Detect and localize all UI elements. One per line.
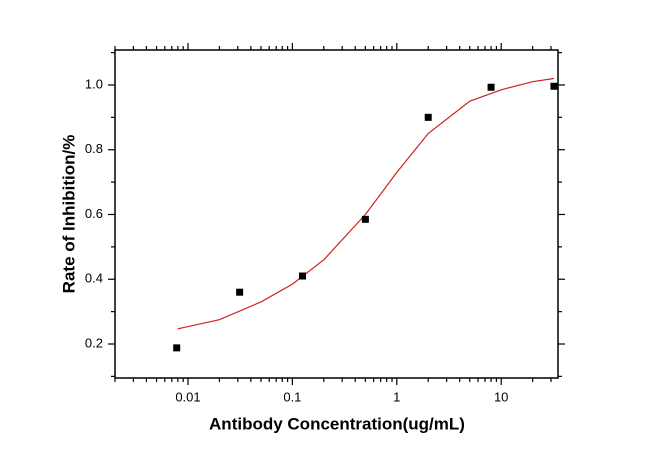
y-tick-label: 0.6	[85, 206, 103, 221]
fit-curve	[177, 77, 554, 330]
x-tick-label: 0.1	[283, 389, 301, 404]
y-tick-label: 1.0	[85, 76, 103, 91]
data-point	[424, 113, 432, 121]
data-point	[236, 288, 244, 296]
data-point	[361, 215, 369, 223]
data-point	[487, 83, 495, 91]
x-tick-label: 0.01	[175, 389, 200, 404]
y-tick-label: 0.4	[85, 271, 103, 286]
y-tick-label: 0.2	[85, 335, 103, 350]
x-tick-label: 1	[393, 389, 400, 404]
x-axis-title: Antibody Concentration(ug/mL)	[209, 414, 465, 433]
x-tick-label: 10	[494, 389, 508, 404]
y-axis-title: Rate of Inhibition/%	[59, 135, 78, 294]
y-tick-label: 0.8	[85, 141, 103, 156]
data-point	[173, 344, 181, 352]
data-point	[299, 272, 307, 280]
data-point	[550, 82, 558, 90]
plot-frame	[114, 49, 559, 379]
